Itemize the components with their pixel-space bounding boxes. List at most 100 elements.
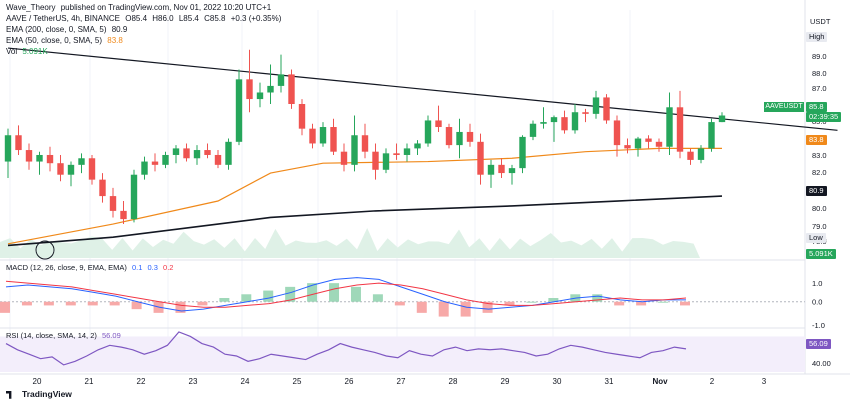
candles xyxy=(4,49,726,225)
candle-body xyxy=(36,154,43,162)
candle-body xyxy=(655,141,663,147)
symbol-title[interactable]: AAVE / TetherUS, 4h, BINANCE xyxy=(6,14,120,23)
candle-body xyxy=(78,158,85,165)
macd-tick: -1.0 xyxy=(812,321,825,330)
time-tick: 22 xyxy=(137,377,146,386)
macd-histogram-bar xyxy=(460,301,471,317)
candle-body xyxy=(708,122,715,149)
macd-histogram-bar xyxy=(548,298,559,302)
candle-body xyxy=(498,164,505,174)
price-tick: 87.0 xyxy=(812,84,827,93)
time-tick: Nov xyxy=(652,377,668,386)
candle-body xyxy=(277,74,285,86)
volume-area-shape xyxy=(0,228,700,258)
macd-hist-value: 0.2 xyxy=(163,263,174,272)
volume-label: Vol xyxy=(6,47,18,56)
candle-body xyxy=(267,85,274,93)
ema200-line xyxy=(7,195,723,247)
price-tick: 80.0 xyxy=(812,204,827,213)
published-note: published on TradingView.com, Nov 01, 20… xyxy=(60,3,272,12)
candle-body xyxy=(424,120,432,144)
macd-tick: 0.0 xyxy=(812,298,822,307)
candle-body xyxy=(634,138,642,149)
candle-body xyxy=(298,104,306,129)
macd-legend[interactable]: MACD (12, 26, close, 9, EMA, EMA) 0.1 0.… xyxy=(6,263,176,272)
macd-histogram-bar xyxy=(680,301,690,306)
macd-tick: 1.0 xyxy=(812,279,822,288)
time-tick: 27 xyxy=(397,377,406,386)
macd-histogram-bar xyxy=(65,301,76,306)
macd-histogram-bar xyxy=(307,283,318,302)
ohlc-high: H86.0 xyxy=(152,14,174,23)
macd-histogram-bar xyxy=(263,290,274,302)
candle-body xyxy=(4,135,12,162)
candle-body xyxy=(225,141,232,165)
macd-histogram-bar xyxy=(658,301,669,303)
time-tick: 30 xyxy=(553,377,562,386)
candle-body xyxy=(319,127,327,144)
price-tick: 83.0 xyxy=(812,151,827,160)
ema200-path xyxy=(7,195,723,247)
candle-body xyxy=(67,164,75,175)
low-tag: Low xyxy=(806,233,826,243)
rsi-legend[interactable]: RSI (14, close, SMA, 14, 2) 56.09 xyxy=(6,331,124,340)
author[interactable]: Wave_Theory xyxy=(6,3,56,12)
rsi-tick: 40.00 xyxy=(812,359,831,368)
candle-body xyxy=(540,122,547,124)
ema200-value: 80.9 xyxy=(111,25,128,34)
macd-pane xyxy=(0,277,805,317)
candle-body xyxy=(141,161,148,175)
trendline[interactable] xyxy=(7,47,838,131)
macd-histogram-bar xyxy=(87,301,98,306)
ohlc-low: L85.4 xyxy=(178,14,199,23)
macd-histogram-bar xyxy=(350,286,361,302)
ema50-legend[interactable]: EMA (50, close, 0, SMA, 5) 83.8 xyxy=(6,36,126,46)
macd-histogram-bar xyxy=(592,294,603,302)
countdown-tag: 02:39:35 xyxy=(806,112,842,122)
volume-legend[interactable]: Vol 5.091K xyxy=(6,47,51,57)
candle-body xyxy=(603,97,610,121)
candle-body xyxy=(361,135,369,152)
symbol-price-tag: AAVEUSDT xyxy=(764,102,804,112)
rsi-label: RSI (14, close, SMA, 14, 2) xyxy=(6,331,97,340)
ema200-legend[interactable]: EMA (200, close, 0, SMA, 5) 80.9 xyxy=(6,25,130,35)
candle-body xyxy=(466,131,474,142)
candle-body xyxy=(193,150,201,159)
candle-body xyxy=(351,135,358,165)
macd-histogram-bar xyxy=(416,301,427,313)
volume-tag: 5.091K xyxy=(806,249,836,259)
macd-histogram-bar xyxy=(329,283,340,302)
time-tick: 29 xyxy=(501,377,510,386)
volume-value: 5.091K xyxy=(22,47,48,56)
last-price-tag: 85.8 xyxy=(806,102,827,112)
macd-histogram-bar xyxy=(482,301,493,313)
candle-body xyxy=(109,196,117,211)
candle-body xyxy=(403,148,411,155)
price-tick: 79.0 xyxy=(812,222,827,231)
macd-histogram-bar xyxy=(197,301,208,306)
candle-body xyxy=(414,143,421,149)
candle-body xyxy=(561,117,568,131)
candle-body xyxy=(687,151,694,160)
macd-histogram-bar xyxy=(219,298,230,302)
macd-histogram-bar xyxy=(526,301,537,303)
macd-histogram-bar xyxy=(372,294,383,302)
candle-body xyxy=(99,179,106,197)
time-tick: 3 xyxy=(762,377,767,386)
footer-brand[interactable]: TradingView xyxy=(6,389,72,399)
time-axis[interactable]: 20 21 22 23 24 25 26 27 28 29 30 31 Nov 2 3 xyxy=(33,377,767,386)
candle-body xyxy=(456,131,463,146)
candle-body xyxy=(487,164,495,175)
ema200-price-tag: 80.9 xyxy=(806,186,827,196)
candle-body xyxy=(592,97,600,114)
candle-body xyxy=(288,74,295,104)
candle-body xyxy=(529,123,537,137)
candle-body xyxy=(477,141,484,175)
candle-body xyxy=(256,92,264,100)
rsi-value: 56.09 xyxy=(101,331,121,340)
candle-body xyxy=(571,112,579,131)
time-tick: 28 xyxy=(449,377,458,386)
marker-circle xyxy=(35,240,55,260)
time-tick: 25 xyxy=(293,377,302,386)
